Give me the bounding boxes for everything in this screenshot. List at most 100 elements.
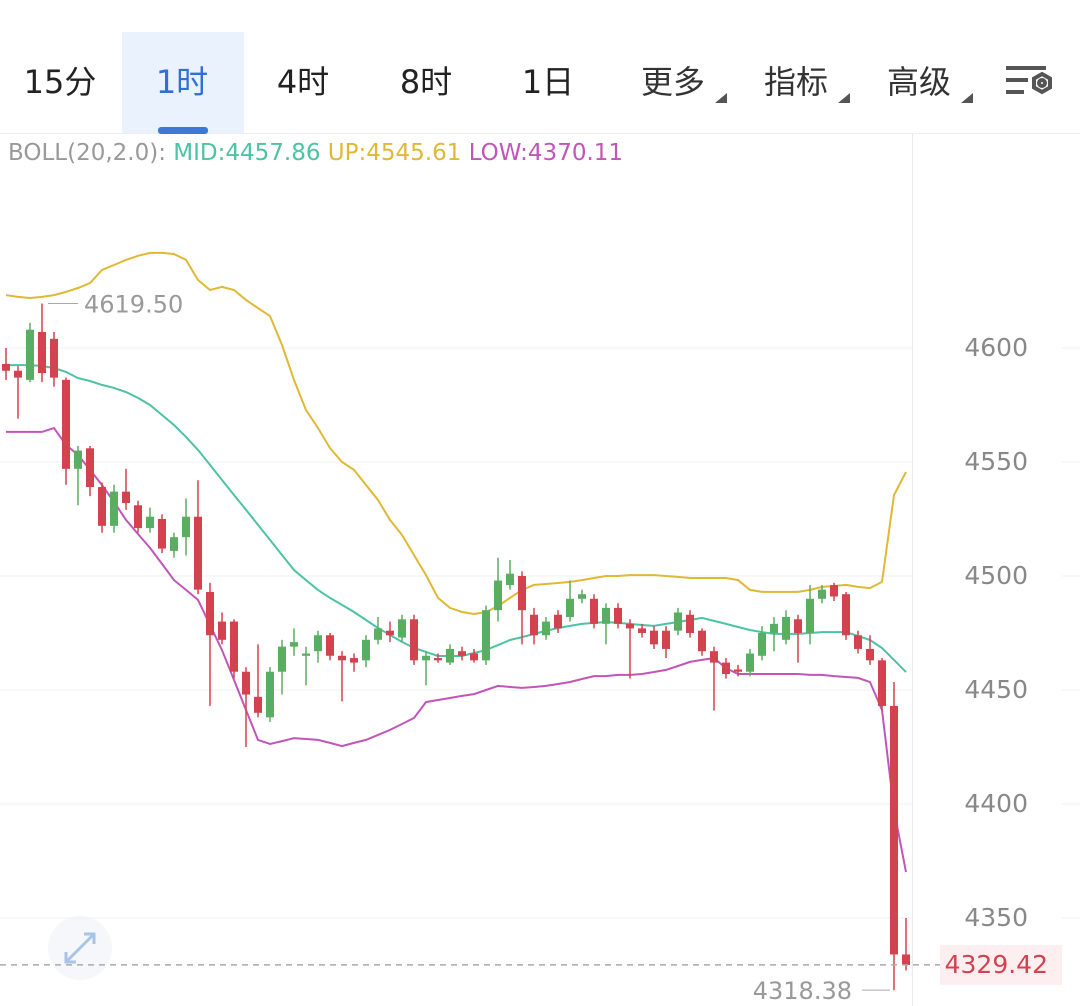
candle-body (26, 329, 34, 380)
candle-body (182, 516, 190, 538)
candle-body (50, 338, 58, 378)
candle-body (794, 619, 802, 633)
tab[interactable]: 1日 (522, 63, 574, 101)
boll-line (5, 251, 907, 616)
candle-body (674, 612, 682, 631)
candle-body (494, 580, 502, 611)
candle-body (566, 598, 574, 618)
candle-body (518, 575, 526, 611)
y-tick-label: 4350 (964, 903, 1028, 932)
candle-body (482, 610, 490, 661)
candle-body (830, 585, 838, 597)
last-price-label: 4329.42 (945, 950, 1048, 979)
candle-body (122, 491, 130, 504)
expand-icon (64, 932, 96, 964)
tab[interactable]: 15分 (24, 63, 97, 101)
menu-caret (838, 93, 850, 103)
candle-body (542, 621, 550, 636)
legend-entry: MID:4457.86 (173, 140, 320, 166)
menu-caret (961, 93, 973, 103)
candle-body (242, 671, 250, 695)
candle-body (734, 669, 742, 672)
tab[interactable]: 1时 (156, 63, 208, 101)
candle-body (86, 448, 94, 488)
candle-body (134, 505, 142, 529)
menu[interactable]: 更多 (641, 63, 705, 101)
candle-body (854, 635, 862, 649)
candle-body (806, 598, 814, 633)
y-tick-label: 4600 (964, 333, 1028, 362)
y-tick-label: 4500 (964, 561, 1028, 590)
candle-body (398, 619, 406, 638)
candle-body (374, 628, 382, 640)
candle-body (878, 660, 886, 706)
candle-body (422, 655, 430, 661)
legend-entry: LOW:4370.11 (469, 140, 623, 166)
candle-body (902, 954, 910, 965)
candle-body (638, 628, 646, 633)
candle-body (662, 630, 670, 649)
candle-body (686, 614, 694, 633)
candle-body (782, 617, 790, 640)
candle-body (770, 623, 778, 633)
expand-button[interactable] (48, 916, 112, 980)
boll-line (6, 364, 907, 673)
candle-body (506, 573, 514, 586)
menu[interactable]: 指标 (764, 63, 828, 101)
candle-body (578, 594, 586, 599)
candle-body (530, 614, 538, 636)
tab[interactable]: 8时 (400, 63, 452, 101)
min-label: 4318.38 (753, 977, 852, 1005)
candle-body (194, 516, 202, 590)
candle-body (710, 651, 718, 663)
chart: 15分 1时 4时 8时 1日 更多 指标 高级 4350 4400 4450 4500 4550 460… (0, 32, 1080, 1005)
candle-body (218, 621, 226, 640)
candle-body (206, 591, 214, 636)
candle-body (590, 598, 598, 624)
y-tick-label: 4400 (964, 789, 1028, 818)
candle-body (158, 518, 166, 549)
candle-body (338, 655, 346, 661)
candle-body (2, 363, 10, 371)
candle-body (314, 635, 322, 652)
candle-body (230, 621, 238, 672)
candle-body (470, 653, 478, 661)
candle-body (890, 705, 898, 955)
menu[interactable]: 高级 (887, 63, 951, 101)
candle-body (362, 639, 370, 661)
candle-body (326, 635, 334, 656)
candle-body (650, 630, 658, 645)
icon-hex (1032, 71, 1052, 95)
boll-line (6, 426, 907, 873)
candle-body (74, 450, 82, 469)
legend-entry: UP:4545.61 (328, 140, 462, 166)
candle-body (818, 589, 826, 599)
tab-selected-bg (122, 32, 244, 133)
y-tick-label: 4450 (964, 675, 1028, 704)
candle-body (554, 614, 562, 629)
candle-body (386, 630, 394, 636)
candle-body (842, 594, 850, 636)
candle-body (110, 491, 118, 526)
candle-body (626, 623, 634, 629)
candle-body (458, 651, 466, 656)
candle-body (98, 487, 106, 526)
candle-body (446, 648, 454, 663)
candle-body (866, 648, 874, 661)
candle-body (410, 619, 418, 661)
candle-body (746, 653, 754, 672)
candle-body (350, 658, 358, 663)
candle-body (254, 696, 262, 713)
settings-icon[interactable] (1006, 66, 1052, 95)
candle-body (290, 642, 298, 647)
candle-body (14, 370, 22, 378)
candle-body (266, 671, 274, 718)
candle-body (758, 632, 766, 656)
candle-body (170, 537, 178, 551)
tab[interactable]: 4时 (277, 63, 329, 101)
max-label: 4619.50 (84, 290, 183, 318)
candle-body (722, 662, 730, 675)
menu-caret (715, 93, 727, 103)
candle-body (278, 646, 286, 672)
